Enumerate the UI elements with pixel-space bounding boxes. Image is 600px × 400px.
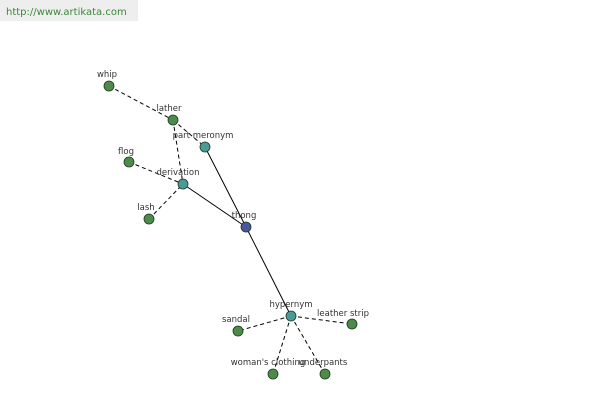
node[interactable] [232,325,244,337]
node[interactable] [240,221,252,233]
node[interactable] [346,318,358,330]
node-label[interactable]: flog [118,147,134,157]
node[interactable] [167,114,179,126]
node-label[interactable]: woman's clothing [231,358,306,368]
edge [290,315,326,375]
edges [108,85,353,375]
node-label[interactable]: thong [232,211,257,221]
url-box [0,0,138,21]
node[interactable] [285,310,297,322]
nodes: whip lather part meronym flog derivation… [97,70,369,380]
node-label[interactable]: lash [137,203,154,213]
node[interactable] [319,368,331,380]
node[interactable] [143,213,155,225]
edge [172,119,184,185]
edge [290,315,353,325]
edge [272,315,292,375]
edge [182,183,247,228]
node-label[interactable]: sandal [222,315,250,325]
node-label[interactable]: whip [97,70,117,80]
node[interactable] [199,141,211,153]
node-label[interactable]: underpants [299,358,348,368]
node[interactable] [103,80,115,92]
url[interactable]: http://www.artikata.com [6,7,127,18]
edge [204,146,247,228]
node-label[interactable]: derivation [156,168,199,178]
edge [128,161,184,185]
edge [108,85,174,121]
node[interactable] [177,178,189,190]
node-label[interactable]: lather [156,104,182,114]
edge [245,226,292,317]
node[interactable] [267,368,279,380]
edge [237,315,292,332]
edge [148,183,184,220]
node-label[interactable]: part meronym [173,131,234,141]
node[interactable] [123,156,135,168]
node-label[interactable]: hypernym [269,300,312,310]
node-label[interactable]: leather strip [317,309,369,319]
